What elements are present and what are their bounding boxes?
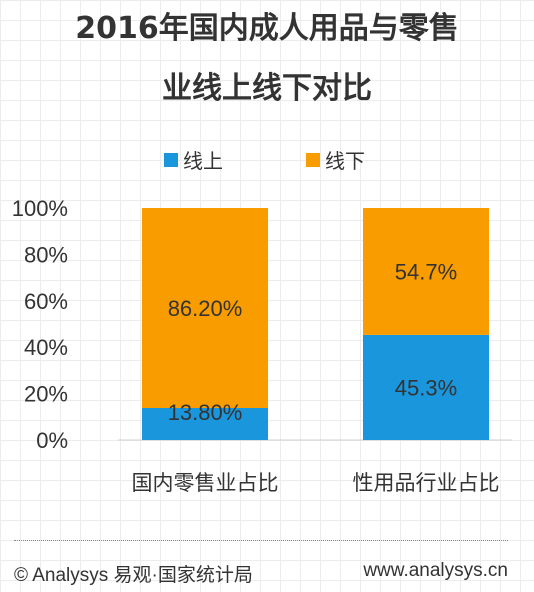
data-label: 13.80%	[168, 400, 243, 425]
chart-title-line1: 2016年国内成人用品与零售	[75, 11, 459, 46]
bar-segment	[363, 208, 489, 335]
bar-segment	[142, 208, 268, 408]
x-category-label: 性用品行业占比	[353, 471, 500, 495]
x-category-label: 国内零售业占比	[132, 471, 279, 495]
footer-source: © Analysys 易观·国家统计局	[14, 565, 253, 586]
bar-segment	[363, 334, 489, 440]
footer-website: www.analysys.cn	[363, 560, 508, 581]
y-tick-label: 20%	[24, 382, 68, 407]
footer-divider	[14, 540, 508, 541]
y-tick-label: 0%	[36, 428, 68, 453]
y-tick-label: 100%	[12, 196, 68, 221]
data-label: 45.3%	[395, 375, 457, 400]
y-tick-label: 40%	[24, 335, 68, 360]
bar-segment	[142, 407, 268, 440]
legend-swatch	[306, 153, 320, 167]
legend-label: 线下	[325, 149, 365, 173]
y-tick-label: 60%	[24, 289, 68, 314]
y-tick-label: 80%	[24, 242, 68, 267]
legend-label: 线上	[183, 149, 223, 173]
data-label: 54.7%	[395, 259, 457, 284]
legend-swatch	[164, 153, 178, 167]
data-label: 86.20%	[168, 296, 243, 321]
chart-title-line2: 业线上线下对比	[162, 71, 372, 106]
